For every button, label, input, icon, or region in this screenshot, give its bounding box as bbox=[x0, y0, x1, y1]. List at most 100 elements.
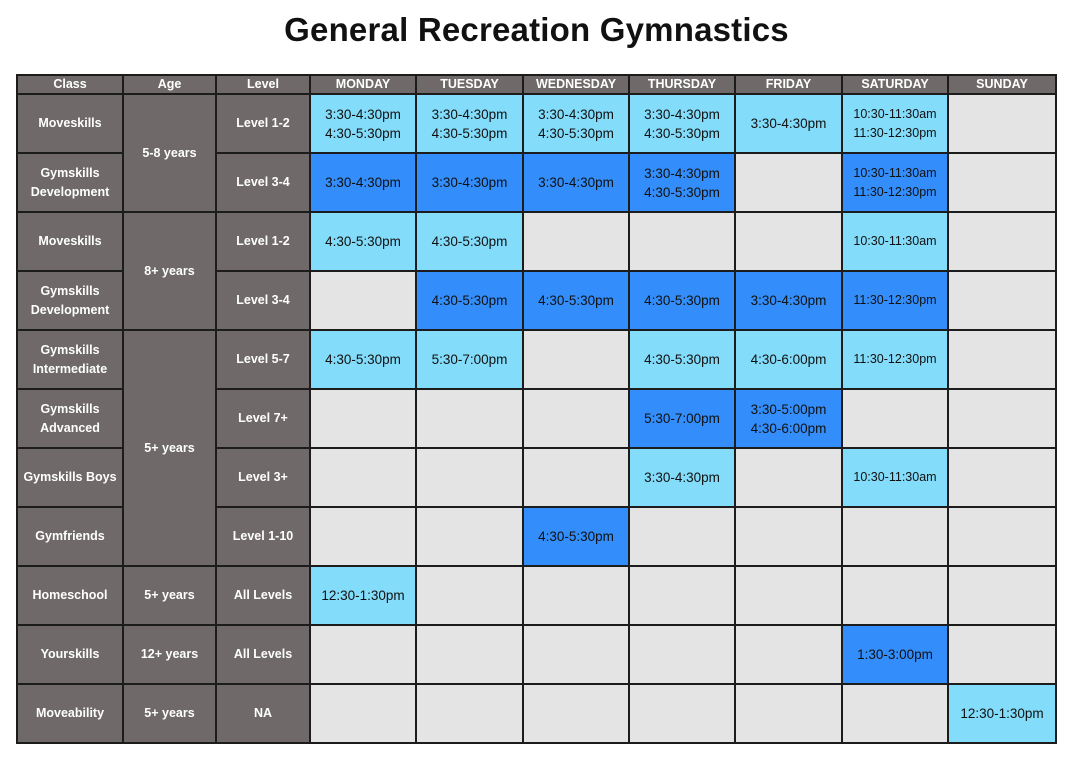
time-slot: 3:30-5:00pm bbox=[750, 401, 827, 417]
header-sunday: SUNDAY bbox=[947, 74, 1057, 95]
time-cell-wednesday bbox=[522, 329, 630, 390]
time-slot: 3:30-4:30pm bbox=[538, 175, 614, 190]
time-cell-monday bbox=[309, 388, 417, 449]
time-cell-friday: 3:30-5:00pm 4:30-6:00pm bbox=[734, 388, 843, 449]
time-slot: 12:30-1:30pm bbox=[960, 706, 1044, 721]
time-cell-tuesday: 5:30-7:00pm bbox=[415, 329, 524, 390]
header-level: Level bbox=[215, 74, 311, 95]
time-slot: 3:30-4:30pm bbox=[644, 470, 720, 485]
table-row: Moveskills 8+ years Level 1-2 4:30-5:30pm 4:… bbox=[16, 211, 1057, 331]
header-age: Age bbox=[122, 74, 217, 95]
age-cell: 12+ years bbox=[122, 624, 217, 685]
class-name-cell: Gymskills Advanced bbox=[16, 388, 124, 449]
time-cell-saturday: 11:30-12:30pm bbox=[841, 270, 949, 331]
age-cell: 5-8 years bbox=[122, 93, 217, 213]
time-cell-saturday bbox=[841, 565, 949, 626]
time-cell-tuesday bbox=[415, 447, 524, 508]
class-name-line: Gymskills bbox=[40, 401, 100, 416]
time-cell-sunday bbox=[947, 565, 1057, 626]
time-slot: 11:30-12:30pm bbox=[853, 293, 937, 307]
time-cell-sunday bbox=[947, 624, 1057, 685]
level-cell: Level 1-2 bbox=[215, 211, 311, 272]
header-thursday: THURSDAY bbox=[628, 74, 736, 95]
time-cell-tuesday: 3:30-4:30pm 4:30-5:30pm bbox=[415, 93, 524, 154]
class-name-cell: Gymskills Development bbox=[16, 152, 124, 213]
time-slot: 4:30-5:30pm bbox=[644, 352, 720, 367]
time-cell-thursday: 5:30-7:00pm bbox=[628, 388, 736, 449]
time-cell-sunday bbox=[947, 447, 1057, 508]
time-slot: 4:30-5:30pm bbox=[644, 184, 720, 200]
class-name-cell: Gymskills Development bbox=[16, 270, 124, 331]
time-cell-wednesday bbox=[522, 683, 630, 744]
class-name-cell: Moveability bbox=[16, 683, 124, 744]
time-cell-thursday: 4:30-5:30pm bbox=[628, 270, 736, 331]
time-slot: 4:30-5:30pm bbox=[325, 234, 401, 249]
class-name-line: Moveskills bbox=[38, 116, 102, 130]
time-cell-wednesday bbox=[522, 624, 630, 685]
time-slot: 4:30-5:30pm bbox=[644, 293, 720, 308]
time-cell-friday bbox=[734, 624, 843, 685]
class-name-cell: Gymfriends bbox=[16, 506, 124, 567]
time-cell-monday: 12:30-1:30pm bbox=[309, 565, 417, 626]
time-cell-wednesday: 4:30-5:30pm bbox=[522, 270, 630, 331]
time-cell-tuesday: 4:30-5:30pm bbox=[415, 270, 524, 331]
time-slot: 3:30-4:30pm bbox=[538, 106, 614, 122]
time-cell-thursday: 3:30-4:30pm 4:30-5:30pm bbox=[628, 93, 736, 154]
time-slot: 11:30-12:30pm bbox=[853, 352, 937, 366]
table-row: Gymfriends Level 1-10 4:30-5:30pm bbox=[16, 506, 1057, 567]
table-row: Gymskills Intermediate 5+ years Level 5-7 4:… bbox=[16, 329, 1057, 567]
class-name-line: Gymskills bbox=[40, 165, 100, 180]
time-cell-saturday: 10:30-11:30am 11:30-12:30pm bbox=[841, 152, 949, 213]
table-row: Gymskills Boys Level 3+ 3:30-4:30pm 10:30-1… bbox=[16, 447, 1057, 508]
time-cell-friday: 3:30-4:30pm bbox=[734, 93, 843, 154]
time-cell-saturday: 10:30-11:30am 11:30-12:30pm bbox=[841, 93, 949, 154]
time-slot: 3:30-4:30pm bbox=[431, 106, 508, 122]
level-cell: All Levels bbox=[215, 624, 311, 685]
table-row: Moveskills 5-8 years Level 1-2 3:30-4:30pm 4… bbox=[16, 93, 1057, 213]
class-name-cell: Homeschool bbox=[16, 565, 124, 626]
header-row: Class Age Level MONDAY TUESDAY WEDNESDAY… bbox=[16, 74, 1057, 95]
time-cell-sunday bbox=[947, 388, 1057, 449]
level-cell: Level 1-10 bbox=[215, 506, 311, 567]
time-slot: 3:30-4:30pm bbox=[325, 106, 401, 122]
time-cell-wednesday bbox=[522, 565, 630, 626]
class-name-line: Gymskills bbox=[40, 342, 100, 357]
time-cell-friday bbox=[734, 447, 843, 508]
time-cell-saturday bbox=[841, 506, 949, 567]
class-name-line: Gymskills bbox=[40, 283, 100, 298]
time-slot: 10:30-11:30am bbox=[853, 165, 937, 180]
time-slot: 3:30-4:30pm bbox=[750, 116, 827, 131]
header-monday: MONDAY bbox=[309, 74, 417, 95]
time-cell-tuesday bbox=[415, 624, 524, 685]
time-cell-tuesday bbox=[415, 683, 524, 744]
level-cell: Level 3-4 bbox=[215, 152, 311, 213]
time-slot: 1:30-3:00pm bbox=[857, 647, 933, 662]
time-slot: 4:30-5:30pm bbox=[325, 125, 401, 141]
schedule-table: Class Age Level MONDAY TUESDAY WEDNESDAY… bbox=[16, 74, 1057, 744]
time-cell-monday: 3:30-4:30pm bbox=[309, 152, 417, 213]
time-cell-tuesday bbox=[415, 506, 524, 567]
time-slot: 4:30-5:30pm bbox=[538, 125, 614, 141]
time-cell-monday: 4:30-5:30pm bbox=[309, 329, 417, 390]
time-cell-monday bbox=[309, 624, 417, 685]
time-cell-sunday bbox=[947, 211, 1057, 272]
time-cell-wednesday: 3:30-4:30pm bbox=[522, 152, 630, 213]
time-cell-thursday: 3:30-4:30pm bbox=[628, 447, 736, 508]
time-cell-monday bbox=[309, 447, 417, 508]
age-cell: 5+ years bbox=[122, 683, 217, 744]
class-name-line: Yourskills bbox=[40, 647, 100, 661]
time-cell-wednesday bbox=[522, 447, 630, 508]
age-cell: 8+ years bbox=[122, 211, 217, 331]
header-saturday: SATURDAY bbox=[841, 74, 949, 95]
time-cell-saturday bbox=[841, 388, 949, 449]
time-cell-tuesday bbox=[415, 565, 524, 626]
time-slot: 4:30-5:30pm bbox=[538, 529, 614, 544]
age-cell: 5+ years bbox=[122, 329, 217, 567]
class-name-line: Homeschool bbox=[32, 588, 108, 602]
class-name-line: Gymskills Boys bbox=[23, 470, 117, 484]
class-name-line: Moveability bbox=[35, 706, 105, 720]
schedule-body: Moveskills 5-8 years Level 1-2 3:30-4:30pm 4… bbox=[16, 93, 1057, 744]
time-slot: 4:30-5:30pm bbox=[644, 125, 720, 141]
time-cell-saturday bbox=[841, 683, 949, 744]
time-cell-friday bbox=[734, 565, 843, 626]
